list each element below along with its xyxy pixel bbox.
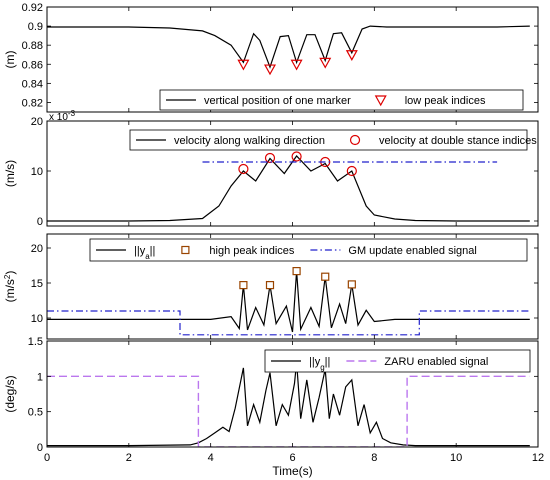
marker-point [290, 59, 303, 71]
y-tick-label: 0.9 [28, 21, 43, 33]
legend: velocity along walking direction velocity… [129, 129, 537, 151]
y-tick-label: 1 [37, 371, 43, 383]
legend-label: low peak indices [405, 95, 486, 107]
marker-point [346, 165, 357, 177]
legend-item: GM update enabled signal [310, 245, 477, 257]
panel-3: 10 15 20 (m/s2) ||ya|| high peak indices GM up… [3, 233, 539, 340]
legend-label: GM update enabled signal [348, 245, 476, 257]
marker-point [345, 50, 358, 61]
legend-box [264, 349, 531, 373]
legend-marker [374, 95, 387, 107]
legend: ||ya|| high peak indices GM update enabled… [89, 238, 528, 262]
marker-point [263, 64, 277, 76]
marker-point [239, 281, 248, 290]
x-axis-label: Time(s) [272, 464, 312, 478]
y-tick-label: 0 [37, 442, 43, 454]
x-tick-label: 10 [450, 452, 462, 464]
marker-point [347, 280, 356, 289]
legend-box [129, 129, 528, 151]
legend-label: ||ya|| [134, 245, 155, 261]
x-tick-label: 12 [532, 452, 544, 464]
legend-item: ||yg|| [271, 356, 330, 372]
y-tick-label: 0.82 [22, 97, 43, 109]
legend-label: high peak indices [209, 245, 295, 257]
marker-point [292, 267, 301, 276]
series-line [47, 271, 530, 333]
legend-item: vertical position of one marker [166, 95, 351, 107]
series-line [47, 25, 530, 69]
legend-item: ZARU enabled signal [346, 356, 488, 368]
legend-label: velocity along walking direction [174, 135, 325, 147]
legend-item: velocity along walking direction [136, 135, 325, 147]
y-tick-label: 10 [31, 313, 43, 325]
panel-1: 0.82 0.84 0.86 0.88 0.9 0.92 (m) vertical posit… [3, 2, 539, 113]
marker-point [319, 57, 332, 69]
marker-point [238, 163, 249, 175]
x-tick-label: 8 [371, 452, 377, 464]
legend-label: ||yg|| [309, 356, 330, 372]
y-axis-label: (m/s) [3, 160, 17, 187]
y-tick-label: 0.86 [22, 59, 43, 71]
legend-item: high peak indices [181, 245, 295, 257]
y-tick-label: 10 [31, 166, 43, 178]
y-tick-label: 20 [31, 116, 43, 128]
series-line [47, 155, 530, 222]
marker-point [265, 281, 275, 290]
x-tick-label: 6 [289, 452, 295, 464]
y-axis-label: (m/s2) [3, 271, 18, 303]
x-tick-label: 2 [126, 452, 132, 464]
legend-item: low peak indices [374, 95, 486, 107]
y-tick-label: 0 [37, 216, 43, 228]
x-tick-label: 4 [208, 452, 214, 464]
legend-label: ZARU enabled signal [384, 356, 488, 368]
legend-box [159, 89, 524, 111]
y-tick-label: 20 [31, 243, 43, 255]
legend-item: ||ya|| [96, 245, 155, 261]
x-tick-label: 0 [44, 452, 50, 464]
y-axis-label: (deg/s) [3, 375, 17, 412]
y-axis-label: (m) [3, 51, 17, 69]
legend-marker [349, 134, 361, 146]
marker-point [264, 152, 276, 164]
y-tick-label: 0.88 [22, 40, 43, 52]
legend: ||yg|| ZARU enabled signal [264, 349, 531, 373]
panel-4: 0 0.5 1 1.5 0 2 4 6 8 10 12 (deg/s) Time(s) ||yg|| ZAR… [3, 336, 544, 478]
marker-point [237, 59, 250, 71]
y-tick-label: 0.92 [22, 2, 43, 14]
marker-point [291, 151, 302, 162]
legend-box [89, 238, 528, 262]
legend-item: velocity at double stance indices [349, 134, 537, 147]
legend: vertical position of one marker low peak … [159, 89, 524, 111]
legend-label: velocity at double stance indices [379, 135, 537, 147]
y-tick-label: 0.84 [22, 78, 43, 90]
y-tick-label: 15 [31, 278, 43, 290]
legend-marker [181, 245, 190, 255]
series-line [47, 362, 530, 447]
series-line [47, 310, 530, 336]
y-tick-label: 1.5 [28, 336, 43, 348]
marker-point [321, 272, 330, 281]
series-line [47, 375, 530, 447]
y-tick-label: 0.5 [28, 407, 43, 419]
legend-label: vertical position of one marker [204, 95, 351, 107]
